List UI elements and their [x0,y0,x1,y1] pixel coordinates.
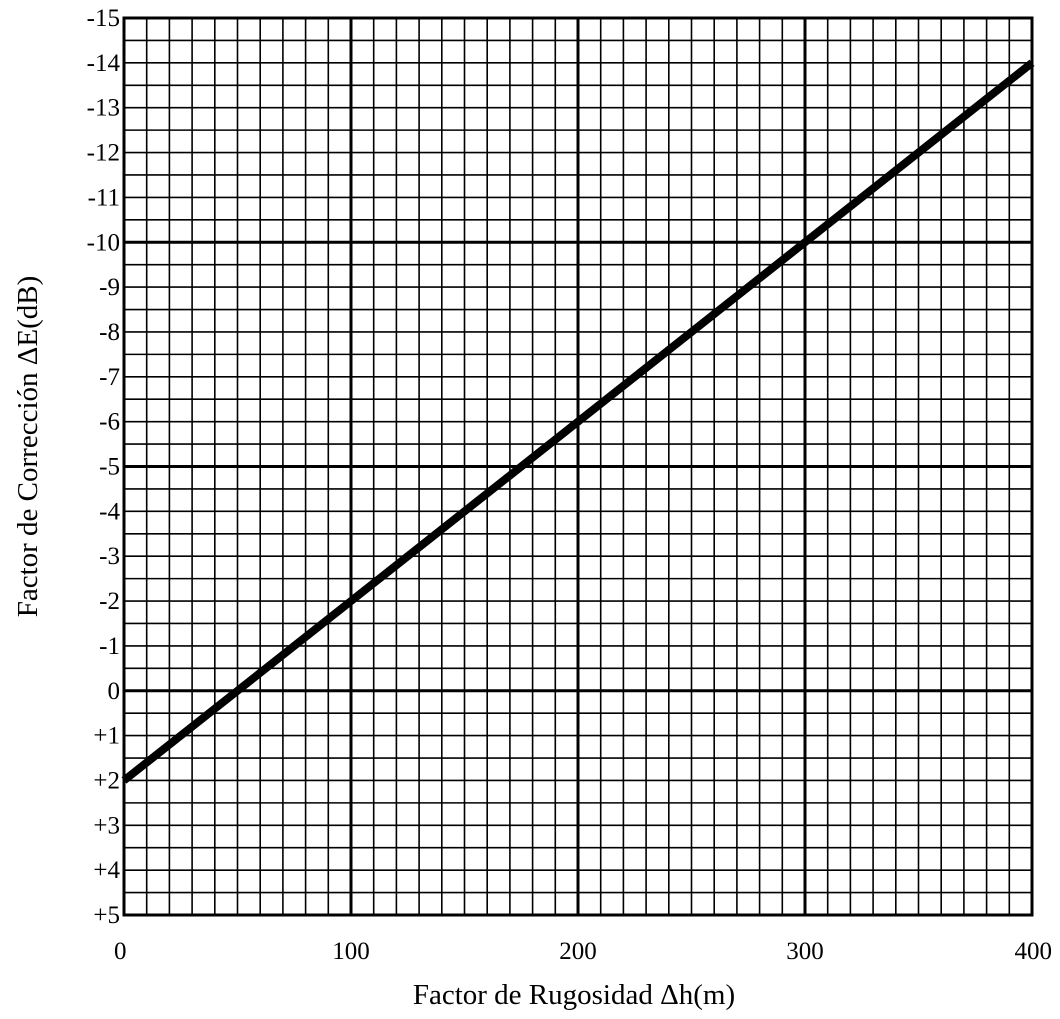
y-tick-label: +2 [93,767,120,794]
y-tick-labels: -15-14-13-12-11-10-9-8-7-6-5-4-3-2-10+1+… [87,5,121,929]
y-tick-label: -5 [99,454,120,481]
y-tick-label: +3 [93,812,120,839]
x-tick-label: 200 [559,938,597,965]
y-tick-label: -6 [99,409,120,436]
series-layer [121,59,1035,784]
x-tick-label: 400 [1015,938,1053,965]
y-tick-label: -13 [87,95,120,122]
x-tick-label: 100 [332,938,370,965]
major-grid [124,18,1032,915]
y-axis-title: Factor de Corrección ΔE(dB) [12,276,44,618]
y-tick-label: -12 [87,140,120,167]
x-tick-label: 300 [786,938,824,965]
y-tick-label: -9 [99,274,120,301]
y-tick-label: -4 [99,498,120,525]
x-tick-label: 0 [114,938,127,965]
y-tick-label: -11 [88,184,120,211]
y-tick-label: -15 [87,5,120,32]
y-tick-label: -10 [87,229,120,256]
y-tick-label: +5 [93,902,120,929]
y-tick-label: -7 [99,364,120,391]
series-line-0 [121,59,1035,784]
y-tick-label: -14 [87,50,121,77]
y-tick-label: +4 [93,857,120,884]
y-tick-label: -1 [99,633,120,660]
y-tick-label: -3 [99,543,120,570]
y-tick-label: +1 [93,723,120,750]
y-tick-label: -8 [99,319,120,346]
plot-frame [122,16,1034,917]
y-tick-label: -2 [99,588,120,615]
x-tick-labels: 0 100 200 300 400 [114,938,1052,965]
y-tick-label: 0 [108,678,121,705]
x-axis-title: Factor de Rugosidad Δh(m) [413,979,735,1011]
